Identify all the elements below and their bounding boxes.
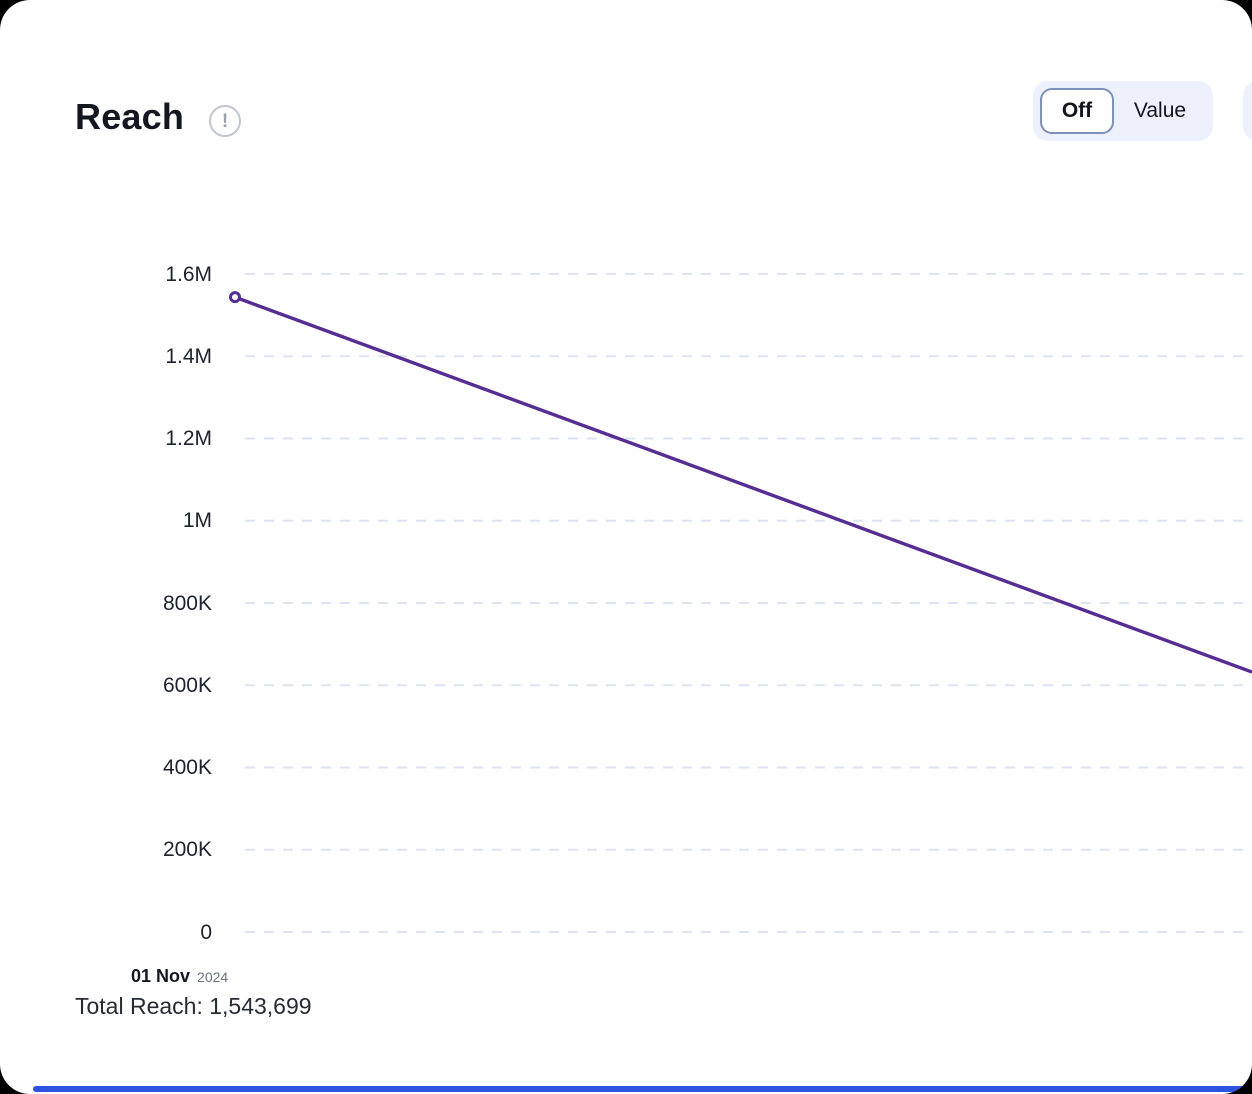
toggle-off-button[interactable]: Off bbox=[1040, 88, 1114, 134]
y-axis-label: 600K bbox=[162, 673, 212, 697]
info-icon[interactable]: ! bbox=[209, 105, 241, 137]
y-axis-label: 1.4M bbox=[165, 344, 212, 368]
toggle-value-button[interactable]: Value bbox=[1114, 88, 1206, 134]
y-axis-label: 1.6M bbox=[165, 262, 212, 286]
horizontal-scrollbar-thumb[interactable] bbox=[33, 1086, 1252, 1092]
y-axis-label: 200K bbox=[162, 838, 212, 862]
page-title: Reach bbox=[75, 96, 185, 137]
x-axis-tick: 01 Nov 2024 bbox=[131, 966, 228, 987]
y-axis-label: 0 bbox=[200, 920, 212, 944]
total-reach-label: Total Reach: 1,543,699 bbox=[75, 993, 312, 1019]
data-point-marker bbox=[229, 291, 241, 304]
y-axis-label: 400K bbox=[162, 756, 212, 779]
value-toggle-group: Off Value bbox=[1033, 81, 1213, 141]
y-axis-label: 1M bbox=[182, 509, 212, 533]
secondary-toggle-group-clipped[interactable] bbox=[1243, 81, 1252, 141]
x-tick-year: 2024 bbox=[197, 969, 229, 985]
reach-series-line bbox=[234, 295, 1252, 674]
y-axis-label: 1.2M bbox=[165, 427, 212, 450]
y-axis-label: 800K bbox=[162, 591, 212, 615]
x-tick-day: 01 Nov bbox=[131, 966, 191, 986]
